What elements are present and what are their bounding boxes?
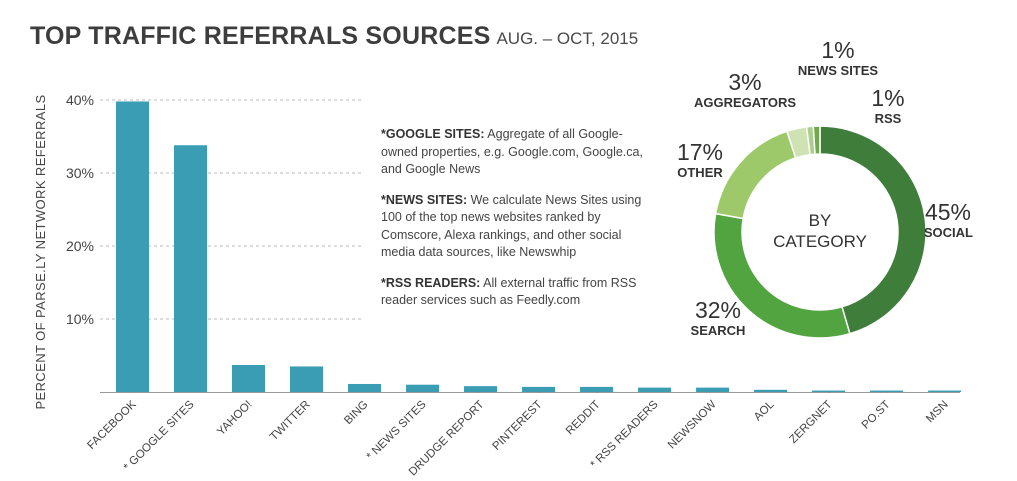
- pie-center-label: CATEGORY: [773, 232, 867, 251]
- x-tick-label: * NEWS SITES: [365, 398, 429, 462]
- pie-center-label: BY: [809, 211, 832, 230]
- x-tick-label: NEWSNOW: [666, 399, 719, 452]
- footnote-news-sites: *NEWS SITES: We calculate News Sites usi…: [381, 192, 646, 262]
- pie-label-other: OTHER: [677, 165, 723, 180]
- pie-pct-news-sites: 1%: [821, 37, 854, 63]
- footnote-google-sites: *GOOGLE SITES: Aggregate of all Google-o…: [381, 126, 646, 179]
- footnote-rss-readers: *RSS READERS: All external traffic from …: [381, 275, 646, 310]
- footnote-text: All external traffic from RSS reader ser…: [381, 275, 637, 308]
- pie-pct-social: 45%: [925, 199, 971, 225]
- y-tick-label: 20%: [66, 238, 94, 254]
- x-tick-label: REDDIT: [564, 399, 603, 438]
- y-axis-title: PERCENT OF PARSE.LY NETWORK REFERRALS: [33, 94, 48, 409]
- pie-slice-rss: [812, 125, 821, 155]
- pie-label-social: SOCIAL: [924, 225, 973, 240]
- y-tick-label: 40%: [66, 92, 94, 108]
- footnote-label: *GOOGLE SITES:: [381, 127, 485, 141]
- pie-slice-other: [714, 130, 797, 220]
- bar-zergnet: [812, 390, 846, 392]
- pie-label-news-sites: NEWS SITES: [798, 63, 879, 78]
- chart-title-main: TOP TRAFFIC REFERRALS SOURCES: [30, 22, 491, 50]
- bar-news-sites: [406, 384, 440, 392]
- pie-pct-aggregators: 3%: [728, 69, 761, 95]
- x-tick-label: BING: [342, 399, 370, 427]
- y-tick-label: 10%: [66, 311, 94, 327]
- pie-pct-rss: 1%: [871, 85, 904, 111]
- pie-label-rss: RSS: [875, 111, 902, 126]
- x-tick-label: MSN: [924, 399, 951, 426]
- pie-pct-other: 17%: [677, 139, 723, 165]
- pie-label-aggregators: AGGREGATORS: [694, 95, 796, 110]
- x-tick-label: ZERGNET: [787, 399, 834, 446]
- footnote-text: We calculate News Sites using 100 of the…: [381, 192, 642, 260]
- x-tick-label: AOL: [752, 398, 777, 423]
- bar-pinterest: [522, 386, 556, 392]
- bar-po-st: [870, 390, 904, 392]
- pie-label-search: SEARCH: [691, 323, 746, 338]
- pie-slice-social: [819, 125, 927, 335]
- footnote-text: Aggregate of all Google-owned properties…: [381, 127, 643, 176]
- footnotes: *GOOGLE SITES: Aggregate of all Google-o…: [381, 126, 646, 323]
- x-tick-label: FACEBOOK: [85, 398, 138, 451]
- bar-google-sites: [174, 145, 208, 392]
- chart-title-date-range: AUG. – OCT, 2015: [496, 29, 639, 48]
- x-tick-label: PINTEREST: [491, 399, 545, 453]
- y-tick-label: 30%: [66, 165, 94, 181]
- bar-rss-readers: [638, 387, 672, 392]
- bar-newsnow: [696, 387, 730, 392]
- footnote-label: *NEWS SITES:: [381, 192, 468, 207]
- bar-yahoo: [232, 364, 266, 392]
- pie-pct-search: 32%: [695, 297, 741, 323]
- bar-bing: [348, 383, 382, 392]
- bar-reddit: [580, 386, 614, 392]
- bar-facebook: [116, 101, 149, 393]
- x-tick-label: TWITTER: [268, 399, 313, 444]
- chart-title: TOP TRAFFIC REFERRALS SOURCES AUG. – OCT,…: [30, 22, 638, 51]
- x-tick-label: YAHOO!: [215, 399, 255, 439]
- bar-aol: [754, 389, 788, 392]
- footnote-label: *RSS READERS:: [381, 275, 481, 290]
- bar-twitter: [290, 366, 324, 392]
- x-tick-label: PO.ST: [860, 399, 893, 432]
- bar-msn: [928, 390, 962, 392]
- bar-drudge-report: [464, 386, 498, 392]
